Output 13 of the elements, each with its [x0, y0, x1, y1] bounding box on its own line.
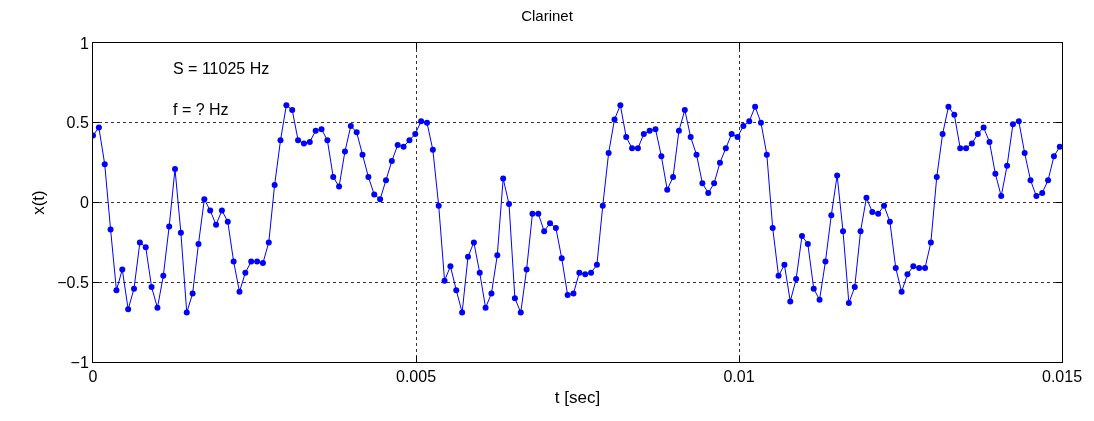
annotation: S = 11025 Hz	[173, 60, 270, 77]
y-tick-label: 0.5	[66, 114, 89, 132]
y-tick-label: −1	[70, 353, 89, 371]
y-tick-label: 1	[79, 34, 89, 52]
y-tick-label: −0.5	[57, 273, 89, 291]
y-tick-label: 0	[79, 194, 89, 212]
y-axis-title: x(t)	[28, 190, 48, 215]
x-tick-label: 0.01	[723, 368, 755, 386]
chart-title: Clarinet	[521, 7, 574, 25]
x-tick-label: 0.015	[1041, 368, 1083, 386]
x-tick-label: 0.005	[395, 368, 437, 386]
annotation: f = ? Hz	[173, 101, 229, 118]
x-axis-title: t [sec]	[554, 387, 601, 407]
